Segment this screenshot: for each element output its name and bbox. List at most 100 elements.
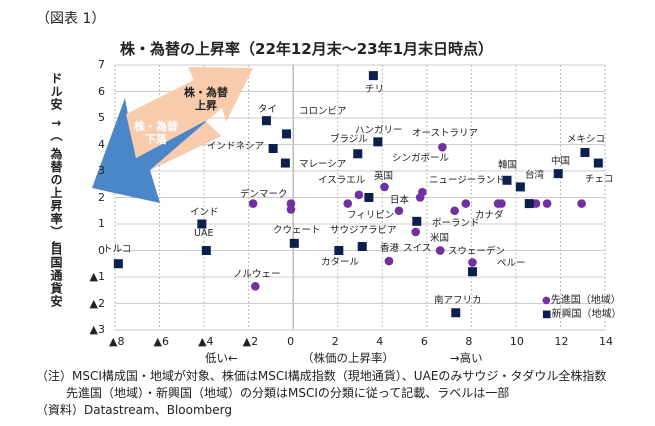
point-label: 英国	[374, 171, 394, 182]
point-label: トルコ	[103, 244, 132, 255]
emerging-point	[524, 199, 534, 209]
point-label: メキシコ	[567, 134, 606, 145]
developed-point	[531, 199, 541, 208]
point-label: サウジアラビア	[330, 225, 397, 236]
developed-point	[251, 281, 260, 291]
point-label: インド	[190, 207, 219, 218]
point-label: UAE	[194, 228, 214, 239]
note-1: （注）MSCI構成国・地域が対象、株価はMSCI構成指数（現地通貨）、UAEのみ…	[36, 369, 607, 383]
chart-title: 株・為替の上昇率（22年12月末～23年1月末日時点）	[120, 40, 494, 58]
developed-point	[418, 187, 427, 197]
emerging-point	[334, 246, 344, 255]
point-label: ノルウェー	[233, 269, 281, 280]
developed-point	[384, 256, 394, 266]
developed-point	[411, 227, 420, 237]
developed-point	[450, 206, 459, 216]
x-tick-label: ▲4	[198, 335, 214, 348]
x-tick-label: 4	[376, 335, 384, 348]
developed-point	[286, 205, 296, 214]
y-tick-label: 0	[98, 243, 105, 257]
emerging-point	[467, 267, 477, 277]
emerging-point	[502, 175, 512, 185]
point-label: 南アフリカ	[434, 295, 482, 306]
developed-point	[577, 199, 586, 208]
point-label: マレーシア	[299, 159, 347, 170]
emerging-point	[201, 246, 211, 255]
developed-point	[497, 199, 506, 208]
emerging-point	[282, 129, 291, 139]
up-arrow-label: 株・為替 上昇	[184, 86, 228, 112]
emerging-point	[412, 216, 422, 226]
y-tick-label: 6	[98, 84, 105, 98]
point-label: ペルー	[497, 258, 526, 269]
point-label: チリ	[365, 84, 385, 95]
developed-point	[542, 199, 552, 208]
point-label: コロンビア	[299, 106, 347, 117]
point-label: 香港	[380, 243, 400, 254]
y-tick-label: 2	[98, 190, 105, 204]
emerging-point	[593, 158, 603, 168]
emerging-point	[197, 219, 207, 229]
developed-point	[354, 190, 364, 200]
y-tick-label: 3	[98, 164, 105, 177]
point-label: タイ	[258, 104, 278, 115]
point-label: オーストラリア	[412, 128, 479, 139]
point-label: スイス	[403, 243, 432, 254]
x-axis-label-center: （株価の上昇率）	[302, 351, 394, 365]
developed-point	[248, 199, 258, 208]
emerging-point	[451, 308, 461, 318]
emerging-point	[553, 169, 563, 179]
developed-point	[380, 182, 389, 192]
point-label: ブラジル	[330, 134, 368, 145]
emerging-point	[261, 116, 271, 126]
x-tick-label: 10	[509, 335, 524, 348]
emerging-point	[357, 242, 367, 252]
point-label: カタール	[321, 257, 360, 268]
developed-point	[468, 258, 477, 267]
y-tick-label: ▲1	[89, 270, 105, 283]
y-tick-label: ▲3	[89, 323, 105, 336]
point-label: インドネシア	[207, 141, 265, 152]
developed-point	[394, 206, 404, 216]
emerging-point	[368, 71, 378, 81]
point-label: 日本	[390, 195, 410, 206]
note-2: 先進国（地域）・新興国（地域）の分類はMSCIの分類に従って記載、ラベルは一部	[66, 386, 510, 400]
y-tick-label: 7	[98, 58, 105, 71]
point-label: 米国	[430, 233, 450, 244]
x-tick-label: ▲8	[109, 335, 125, 348]
emerging-point	[289, 238, 299, 248]
y-axis-label-center: ↑（ 為替の上昇率）↓	[49, 118, 63, 250]
y-axis-label-top: ドル安	[49, 72, 63, 111]
emerging-point	[364, 193, 374, 202]
x-tick-label: ▲6	[153, 335, 169, 348]
x-axis-label-left: 低い←	[205, 351, 238, 365]
x-tick-label: ▲2	[242, 335, 259, 348]
point-label: クウェート	[273, 225, 321, 236]
point-label: ニュージーランド	[429, 175, 505, 186]
emerging-point	[280, 158, 290, 168]
point-label: 韓国	[498, 160, 518, 171]
point-label: シンガポール	[392, 153, 450, 164]
y-tick-label: 1	[98, 217, 105, 230]
emerging-point	[373, 137, 383, 147]
emerging-point	[113, 259, 123, 269]
developed-point	[461, 199, 471, 208]
point-label: フィリピン	[347, 210, 395, 221]
point-label: チェコ	[585, 174, 614, 185]
point-label: ポーランド	[432, 218, 480, 229]
point-label: ハンガリー	[355, 125, 403, 136]
point-label: スウェーデン	[448, 246, 506, 257]
legend-developed: ●先進国（地域）	[542, 295, 621, 306]
emerging-point	[580, 147, 590, 157]
x-tick-label: 14	[599, 335, 613, 348]
point-label: イスラエル	[318, 175, 366, 186]
point-label: カナダ	[475, 210, 504, 221]
y-tick-label: ▲2	[89, 296, 105, 310]
figure-number: （図表 1）	[36, 11, 106, 27]
up-arrow-shape	[126, 67, 253, 170]
x-tick-label: 0	[287, 335, 295, 348]
emerging-point	[353, 149, 363, 159]
y-axis-label-bottom: 自国通貨安	[49, 243, 63, 308]
emerging-point	[268, 143, 278, 153]
